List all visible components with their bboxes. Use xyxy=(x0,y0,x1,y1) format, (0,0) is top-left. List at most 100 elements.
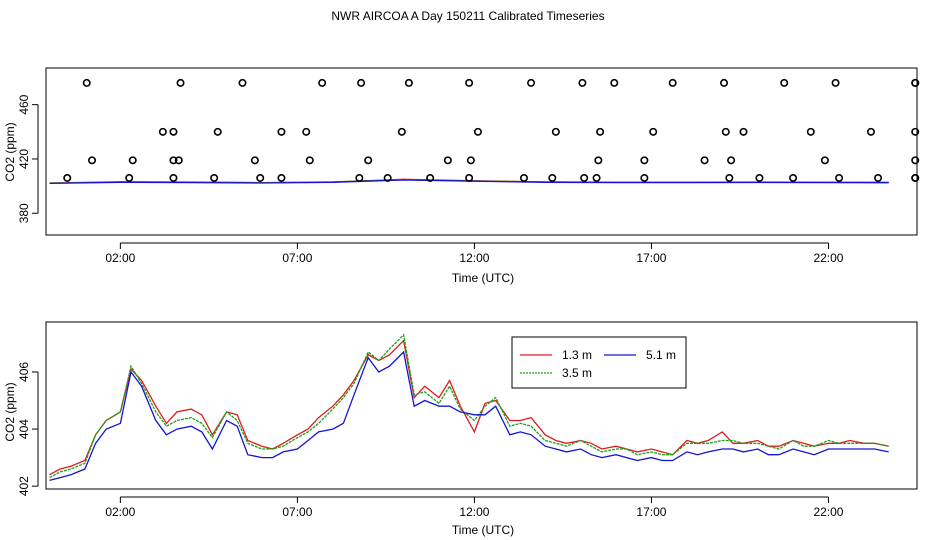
top-data-point xyxy=(465,173,474,182)
top-x-axis: 02:00 07:00 12:00 17:00 22:00 xyxy=(105,242,844,265)
legend-label-1-3m: 1.3 m xyxy=(562,348,592,362)
top-x-tick-label: 22:00 xyxy=(813,251,843,265)
bottom-y-tick-label: 402 xyxy=(17,476,31,496)
top-data-point xyxy=(668,78,677,87)
top-data-point xyxy=(700,156,709,165)
bottom-x-tick-label: 02:00 xyxy=(105,505,135,519)
top-data-point xyxy=(364,156,373,165)
top-x-tick-label: 17:00 xyxy=(636,251,666,265)
top-data-point xyxy=(238,78,247,87)
bottom-y-tick-label: 406 xyxy=(17,362,31,382)
top-data-point xyxy=(548,173,557,182)
top-data-point xyxy=(176,78,185,87)
top-data-point xyxy=(727,156,736,165)
bottom-x-tick-label: 22:00 xyxy=(813,505,843,519)
bottom-x-axis-label: Time (UTC) xyxy=(452,523,514,537)
top-data-point xyxy=(725,173,734,182)
top-data-point xyxy=(256,173,265,182)
figure-title: NWR AIRCOA A Day 150211 Calibrated Times… xyxy=(331,9,605,23)
top-data-point xyxy=(383,173,392,182)
bottom-y-tick-label: 404 xyxy=(17,419,31,439)
top-plot-frame xyxy=(45,67,918,236)
top-data-point xyxy=(473,127,482,136)
top-data-point xyxy=(911,173,920,182)
top-data-point xyxy=(318,78,327,87)
top-data-point xyxy=(355,173,364,182)
top-data-point xyxy=(551,127,560,136)
top-data-point xyxy=(592,173,601,182)
top-data-point xyxy=(780,78,789,87)
top-series-5-1-m xyxy=(49,179,889,185)
top-data-point xyxy=(527,78,536,87)
top-x-tick-label: 12:00 xyxy=(459,251,489,265)
top-data-point xyxy=(789,173,798,182)
top-data-point xyxy=(640,173,649,182)
top-data-point xyxy=(649,127,658,136)
top-data-point xyxy=(169,156,178,165)
bottom-x-tick-label: 07:00 xyxy=(282,505,312,519)
top-data-point xyxy=(596,127,605,136)
bottom-y-axis-label: CO2 (ppm) xyxy=(3,382,17,441)
top-data-point xyxy=(720,78,729,87)
top-data-point xyxy=(213,127,222,136)
top-data-point xyxy=(158,127,167,136)
top-data-point xyxy=(302,127,311,136)
bottom-x-axis: 02:00 07:00 12:00 17:00 22:00 xyxy=(105,496,844,519)
top-data-point xyxy=(721,127,730,136)
top-data-point xyxy=(755,173,764,182)
top-y-tick-label: 460 xyxy=(17,94,31,114)
top-data-point xyxy=(594,156,603,165)
top-data-point xyxy=(426,173,435,182)
top-data-point xyxy=(874,173,883,182)
top-data-point xyxy=(305,156,314,165)
legend-label-3-5m: 3.5 m xyxy=(562,366,592,380)
top-data-point xyxy=(277,173,286,182)
legend-label-5-1m: 5.1 m xyxy=(646,348,676,362)
bottom-series-3-5-m xyxy=(49,333,889,479)
bottom-y-axis: 402 404 406 xyxy=(17,362,39,496)
top-data-point xyxy=(277,127,286,136)
top-y-axis: 380 420 460 xyxy=(17,94,39,223)
top-data-point xyxy=(82,78,91,87)
top-data-point xyxy=(835,173,844,182)
top-data-point xyxy=(443,156,452,165)
top-data-point xyxy=(739,127,748,136)
top-data-point xyxy=(820,156,829,165)
top-data-point xyxy=(63,173,72,182)
legend: 1.3 m 3.5 m 5.1 m xyxy=(511,336,687,389)
top-series-group xyxy=(49,178,889,185)
top-x-tick-label: 02:00 xyxy=(105,251,135,265)
bottom-x-tick-label: 12:00 xyxy=(459,505,489,519)
top-data-point xyxy=(169,173,178,182)
top-x-axis-label: Time (UTC) xyxy=(452,271,514,285)
bottom-x-tick-label: 17:00 xyxy=(636,505,666,519)
top-points-group xyxy=(63,78,920,182)
top-data-point xyxy=(911,156,920,165)
top-x-tick-label: 07:00 xyxy=(282,251,312,265)
top-data-point xyxy=(578,78,587,87)
top-data-point xyxy=(404,78,413,87)
top-data-point xyxy=(806,127,815,136)
top-data-point xyxy=(174,156,183,165)
bottom-plot-frame xyxy=(45,321,918,490)
top-data-point xyxy=(911,78,920,87)
top-data-point xyxy=(610,78,619,87)
top-data-point xyxy=(911,127,920,136)
bottom-series-5-1-m xyxy=(49,350,889,482)
top-data-point xyxy=(169,127,178,136)
top-data-point xyxy=(250,156,259,165)
bottom-series-group xyxy=(49,333,889,482)
top-data-point xyxy=(397,127,406,136)
top-data-point xyxy=(466,156,475,165)
top-data-point xyxy=(580,173,589,182)
top-y-axis-label: CO2 (ppm) xyxy=(3,122,17,181)
top-data-point xyxy=(831,78,840,87)
top-data-point xyxy=(640,156,649,165)
top-data-point xyxy=(210,173,219,182)
top-data-point xyxy=(357,78,366,87)
bottom-series-1-3-m xyxy=(49,339,889,476)
top-data-point xyxy=(519,173,528,182)
top-data-point xyxy=(866,127,875,136)
